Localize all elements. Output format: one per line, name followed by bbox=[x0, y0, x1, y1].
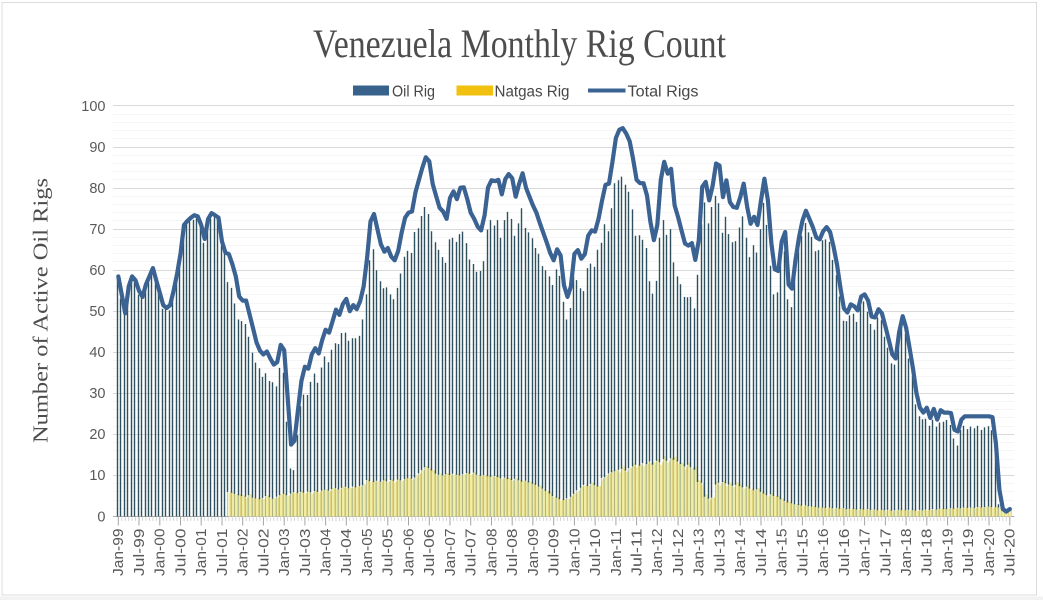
svg-text:40: 40 bbox=[89, 345, 105, 361]
svg-text:Jul-05: Jul-05 bbox=[381, 529, 397, 577]
svg-text:Jul-00: Jul-00 bbox=[173, 529, 189, 577]
svg-text:Jul-11: Jul-11 bbox=[630, 529, 646, 577]
svg-text:Jul-04: Jul-04 bbox=[339, 529, 355, 577]
svg-text:Jan-14: Jan-14 bbox=[733, 529, 749, 577]
svg-text:20: 20 bbox=[89, 427, 105, 443]
svg-text:Jan-19: Jan-19 bbox=[941, 529, 957, 577]
svg-text:Total Rigs: Total Rigs bbox=[628, 84, 699, 101]
svg-text:Jan-17: Jan-17 bbox=[858, 529, 874, 577]
svg-text:Jul-13: Jul-13 bbox=[712, 529, 728, 577]
svg-text:60: 60 bbox=[89, 263, 105, 279]
svg-text:Jan-01: Jan-01 bbox=[194, 529, 210, 577]
svg-text:Jul-19: Jul-19 bbox=[961, 529, 977, 577]
svg-text:Jul-06: Jul-06 bbox=[422, 529, 438, 577]
svg-text:Jul-10: Jul-10 bbox=[588, 529, 604, 577]
svg-text:Jul-16: Jul-16 bbox=[837, 529, 853, 577]
svg-text:80: 80 bbox=[89, 181, 105, 197]
svg-text:Jul-08: Jul-08 bbox=[505, 529, 521, 577]
svg-text:Jan-12: Jan-12 bbox=[650, 529, 666, 577]
svg-text:Jan-00: Jan-00 bbox=[153, 529, 169, 577]
svg-text:Jan-02: Jan-02 bbox=[236, 529, 252, 577]
svg-text:0: 0 bbox=[97, 509, 105, 525]
svg-text:Jul-14: Jul-14 bbox=[754, 529, 770, 577]
svg-text:Jan-06: Jan-06 bbox=[401, 529, 417, 577]
svg-text:Jul-99: Jul-99 bbox=[132, 529, 148, 577]
svg-text:Jan-10: Jan-10 bbox=[567, 529, 583, 577]
svg-text:Number of Active Oil Rigs: Number of Active Oil Rigs bbox=[29, 178, 53, 443]
svg-text:Oil Rig: Oil Rig bbox=[392, 84, 435, 101]
svg-text:Jan-11: Jan-11 bbox=[609, 529, 625, 577]
svg-text:Jan-16: Jan-16 bbox=[816, 529, 832, 577]
svg-text:Jan-03: Jan-03 bbox=[277, 529, 293, 577]
svg-text:Venezuela Monthly Rig Count: Venezuela Monthly Rig Count bbox=[313, 21, 726, 66]
svg-text:100: 100 bbox=[81, 99, 105, 115]
svg-text:Natgas Rig: Natgas Rig bbox=[495, 84, 570, 101]
svg-text:Jan-09: Jan-09 bbox=[526, 529, 542, 577]
svg-text:Jan-13: Jan-13 bbox=[692, 529, 708, 577]
svg-text:Jan-15: Jan-15 bbox=[775, 529, 791, 577]
svg-text:Jul-01: Jul-01 bbox=[215, 529, 231, 577]
svg-text:Jan-18: Jan-18 bbox=[899, 529, 915, 577]
svg-text:Jul-07: Jul-07 bbox=[464, 529, 480, 577]
svg-text:Jan-20: Jan-20 bbox=[982, 529, 998, 577]
svg-text:Jul-20: Jul-20 bbox=[1003, 529, 1019, 577]
svg-text:70: 70 bbox=[89, 222, 105, 238]
svg-text:Jul-09: Jul-09 bbox=[547, 529, 563, 577]
svg-text:Jan-05: Jan-05 bbox=[360, 529, 376, 577]
svg-text:90: 90 bbox=[89, 140, 105, 156]
svg-text:30: 30 bbox=[89, 386, 105, 402]
svg-text:Jan-08: Jan-08 bbox=[484, 529, 500, 577]
svg-text:Jul-18: Jul-18 bbox=[920, 529, 936, 577]
svg-text:10: 10 bbox=[89, 468, 105, 484]
svg-text:Jul-17: Jul-17 bbox=[878, 529, 894, 577]
svg-text:Jan-04: Jan-04 bbox=[319, 529, 335, 577]
svg-text:Jan-99: Jan-99 bbox=[111, 529, 127, 577]
svg-text:Jul-02: Jul-02 bbox=[256, 529, 272, 577]
svg-text:Jul-03: Jul-03 bbox=[298, 529, 314, 577]
svg-text:Jan-07: Jan-07 bbox=[443, 529, 459, 577]
svg-text:50: 50 bbox=[89, 304, 105, 320]
svg-text:Jul-15: Jul-15 bbox=[795, 529, 811, 577]
svg-text:Jul-12: Jul-12 bbox=[671, 529, 687, 577]
